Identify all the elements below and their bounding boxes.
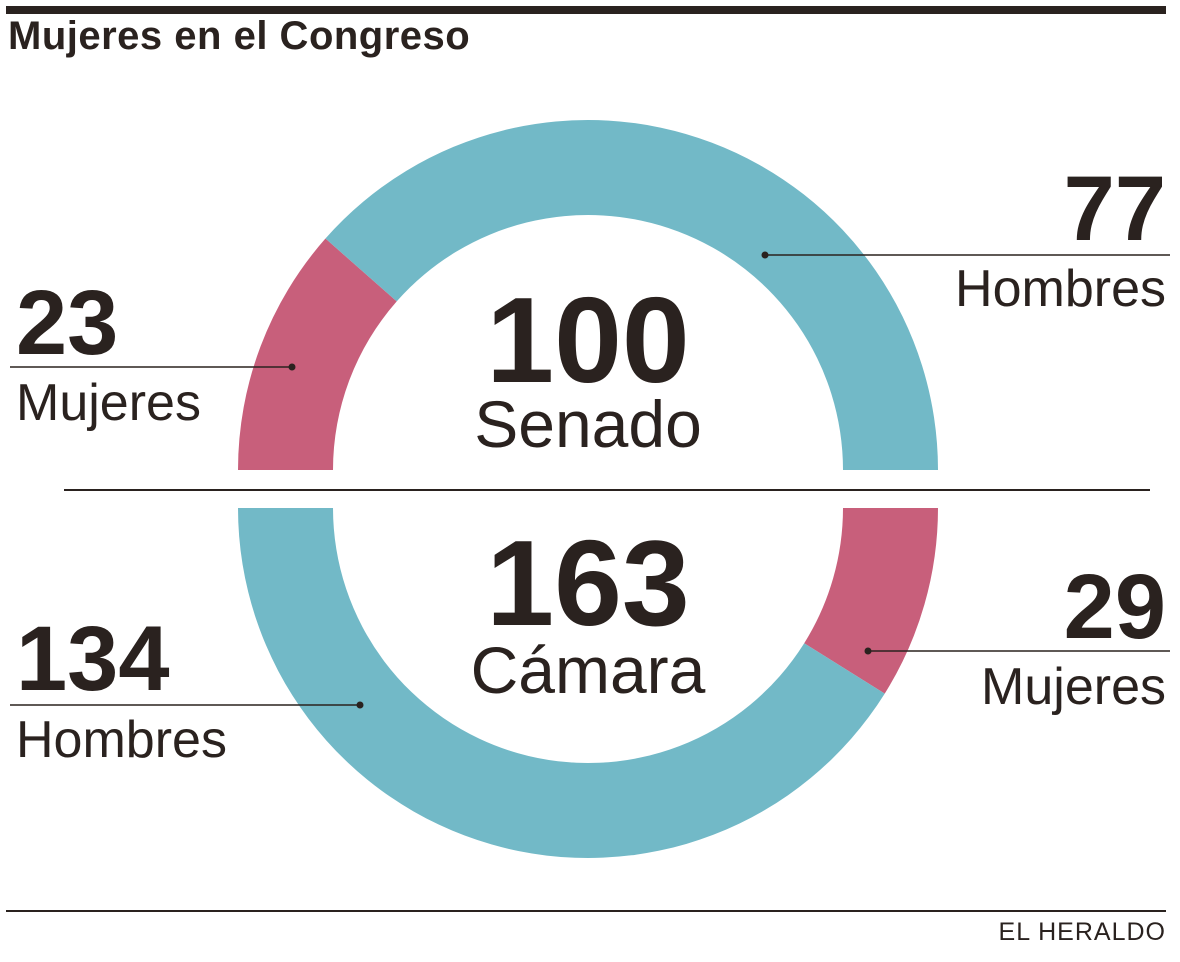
camara-mujeres-arc (804, 508, 938, 694)
chart-title: Mujeres en el Congreso (8, 14, 471, 58)
senado-mujeres-name: Mujeres (16, 374, 201, 432)
bottom-rule (6, 910, 1166, 912)
camara-hombres-arc (238, 508, 885, 858)
leader-dot-camara-hombres (356, 701, 364, 709)
senado-mujeres-value: 23 (16, 272, 118, 374)
leader-dot-senado-mujeres (288, 363, 296, 371)
camara-total: 163 (486, 515, 690, 651)
camara-hombres-value: 134 (16, 608, 170, 710)
camara-hombres-name: Hombres (16, 711, 227, 769)
camara-label: Cámara (471, 633, 706, 707)
camara-mujeres-value: 29 (1064, 556, 1166, 658)
senado-label: Senado (474, 387, 702, 461)
leader-dot-camara-mujeres (864, 647, 872, 655)
top-rule (6, 6, 1166, 14)
senado-total: 100 (486, 272, 690, 408)
leader-dot-senado-hombres (761, 251, 769, 259)
camara-mujeres-name: Mujeres (981, 658, 1166, 716)
source-credit: EL HERALDO (998, 918, 1166, 946)
senado-mujeres-arc (238, 238, 397, 470)
senado-hombres-name: Hombres (955, 260, 1166, 318)
senado-hombres-arc (325, 119, 938, 471)
senado-hombres-value: 77 (1064, 158, 1166, 260)
